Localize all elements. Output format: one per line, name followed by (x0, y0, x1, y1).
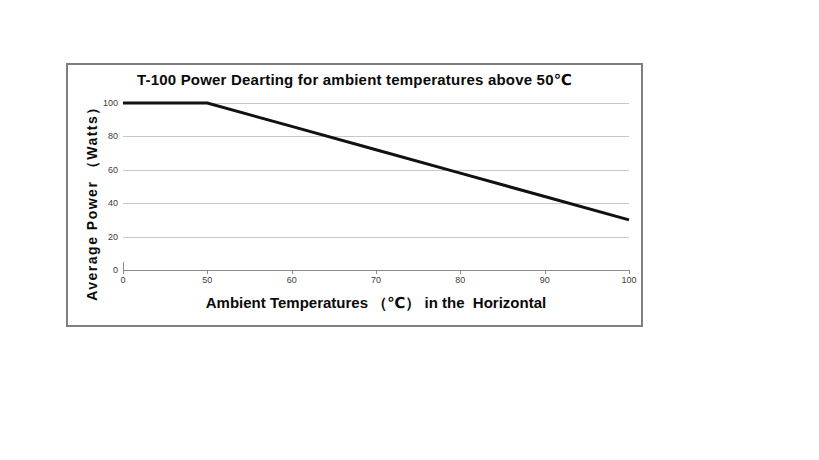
plot-area: 020406080100 05060708090100 (123, 103, 629, 270)
x-axis-title: Ambient Temperatures （℃） in the Horizont… (123, 294, 629, 313)
page: T-100 Power Dearting for ambient tempera… (0, 0, 819, 460)
y-tick-label: 0 (75, 266, 118, 275)
y-tick-label: 20 (75, 232, 118, 241)
x-tick-label: 60 (287, 276, 297, 285)
y-tick-label: 40 (75, 199, 118, 208)
y-tick-label: 80 (75, 132, 118, 141)
x-tick-label: 100 (621, 276, 636, 285)
y-tick-label: 100 (75, 99, 118, 108)
x-tick-label: 90 (540, 276, 550, 285)
y-tick-label: 60 (75, 165, 118, 174)
x-tick-label: 70 (371, 276, 381, 285)
line-chart-svg (123, 103, 629, 270)
x-tick-label: 0 (120, 276, 125, 285)
chart-container: T-100 Power Dearting for ambient tempera… (66, 63, 643, 327)
series-line (123, 103, 629, 220)
chart-title: T-100 Power Dearting for ambient tempera… (68, 71, 641, 89)
x-tick-label: 50 (202, 276, 212, 285)
x-tick-label: 80 (455, 276, 465, 285)
